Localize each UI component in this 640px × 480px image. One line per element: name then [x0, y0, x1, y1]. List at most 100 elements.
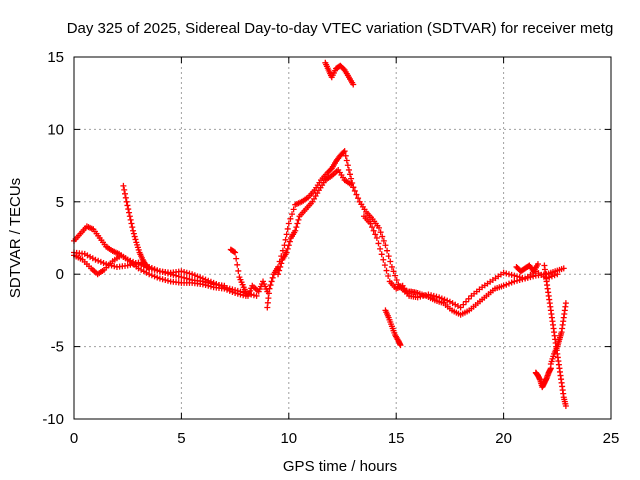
data-point	[229, 288, 236, 295]
data-point	[277, 263, 284, 270]
data-point	[226, 287, 233, 294]
data-point	[221, 282, 228, 289]
data-point	[347, 171, 354, 178]
data-point	[385, 253, 392, 260]
data-point	[465, 295, 472, 302]
x-tick-label: 25	[603, 430, 620, 447]
data-point	[514, 273, 521, 280]
data-point	[124, 202, 131, 209]
data-point	[183, 275, 190, 282]
data-point	[428, 292, 435, 299]
data-point	[235, 267, 242, 274]
data-point	[121, 186, 128, 193]
data-point	[463, 298, 470, 305]
series-track-n	[541, 262, 569, 409]
data-point	[105, 261, 112, 268]
y-tick-label: 15	[47, 49, 64, 66]
data-point	[390, 268, 397, 275]
data-point	[500, 282, 507, 289]
series-track-h	[322, 59, 357, 88]
data-point	[97, 258, 104, 265]
data-point	[554, 271, 561, 278]
data-point	[278, 260, 285, 267]
series-track-m	[532, 365, 554, 391]
data-point	[122, 190, 129, 197]
data-point	[289, 211, 296, 218]
data-point	[250, 292, 257, 299]
data-point	[253, 292, 260, 299]
data-point	[234, 261, 241, 268]
data-point	[562, 300, 569, 307]
data-point	[508, 279, 515, 286]
data-point	[500, 269, 507, 276]
data-point	[342, 152, 349, 159]
data-point	[287, 215, 294, 222]
data-point	[130, 230, 137, 237]
data-point	[343, 157, 350, 164]
data-point	[233, 255, 240, 262]
data-point	[146, 271, 153, 278]
data-point	[132, 260, 139, 267]
chart-title: Day 325 of 2025, Sidereal Day-to-day VTE…	[67, 20, 614, 37]
data-point	[159, 269, 166, 276]
data-point	[378, 251, 385, 258]
data-point	[420, 292, 427, 299]
data-point	[379, 233, 386, 240]
data-point	[240, 292, 247, 299]
data-point	[181, 269, 188, 276]
data-point	[124, 262, 131, 269]
series-track-o	[547, 300, 569, 367]
data-point	[269, 274, 276, 281]
data-point	[178, 274, 185, 281]
data-point	[548, 273, 555, 280]
data-point	[534, 261, 541, 268]
data-point	[126, 209, 133, 216]
series-track-l	[513, 261, 541, 275]
data-point	[103, 261, 110, 268]
data-point	[123, 198, 130, 205]
data-point	[438, 295, 445, 302]
data-point	[388, 263, 395, 270]
data-point	[383, 267, 390, 274]
data-point	[345, 166, 352, 173]
data-point	[294, 220, 301, 227]
data-point	[351, 187, 358, 194]
data-point	[131, 233, 138, 240]
data-point	[344, 162, 351, 169]
x-tick-label: 15	[388, 430, 405, 447]
data-point	[373, 235, 380, 241]
data-point	[376, 224, 383, 231]
data-point	[425, 291, 432, 298]
data-point	[127, 261, 134, 268]
data-point	[164, 277, 171, 284]
data-point	[457, 304, 464, 311]
data-point	[355, 195, 362, 202]
data-point	[130, 261, 137, 268]
data-point	[436, 294, 443, 301]
data-point	[460, 301, 467, 308]
data-point	[108, 262, 115, 269]
data-point	[353, 191, 360, 198]
data-point	[284, 245, 291, 252]
data-point	[130, 227, 137, 234]
data-point	[95, 257, 102, 264]
data-point	[551, 272, 558, 279]
data-point	[111, 263, 118, 270]
data-point	[350, 184, 357, 191]
data-point	[341, 148, 348, 155]
y-axis-label: SDTVAR / TECUs	[7, 178, 24, 298]
data-point	[505, 271, 512, 278]
data-point	[237, 291, 244, 298]
data-point	[397, 342, 404, 349]
data-point	[417, 293, 424, 300]
data-point	[279, 247, 286, 254]
data-point	[156, 268, 163, 275]
data-point	[519, 274, 526, 281]
data-points	[71, 59, 569, 409]
data-point	[162, 269, 169, 276]
y-tick-label: 10	[47, 121, 64, 138]
data-point	[207, 280, 214, 287]
data-point	[511, 272, 518, 279]
plot-frame	[73, 56, 612, 420]
data-point	[175, 273, 182, 280]
